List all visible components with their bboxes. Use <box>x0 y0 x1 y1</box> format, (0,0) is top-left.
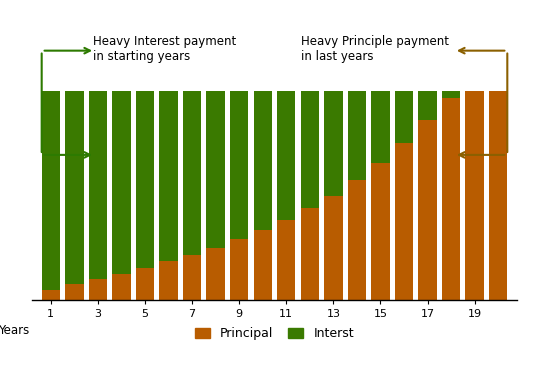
Bar <box>136 91 154 268</box>
Bar <box>254 91 272 230</box>
Text: Heavy Principle payment
in last years: Heavy Principle payment in last years <box>301 35 449 63</box>
Bar <box>183 255 201 300</box>
Bar <box>183 91 201 255</box>
Bar <box>42 91 60 290</box>
Bar <box>301 208 319 300</box>
Bar <box>159 91 177 261</box>
Bar <box>88 279 107 300</box>
Bar <box>159 261 177 300</box>
Bar <box>206 91 225 248</box>
Bar <box>442 91 461 98</box>
Bar <box>301 91 319 208</box>
Bar <box>254 230 272 300</box>
Bar <box>277 220 295 300</box>
Bar <box>418 120 437 300</box>
Bar <box>395 91 413 143</box>
Bar <box>348 180 366 300</box>
Bar <box>112 274 131 300</box>
Bar <box>418 91 437 120</box>
Legend: Principal, Interst: Principal, Interst <box>190 322 359 346</box>
Bar <box>324 195 343 300</box>
Bar <box>230 239 248 300</box>
Bar <box>372 91 390 163</box>
Bar <box>372 163 390 300</box>
Text: Years: Years <box>0 324 29 337</box>
Bar <box>206 248 225 300</box>
Text: Heavy Interest payment
in starting years: Heavy Interest payment in starting years <box>93 35 237 63</box>
Bar <box>88 91 107 279</box>
Bar <box>395 143 413 300</box>
Bar <box>112 91 131 274</box>
Bar <box>442 98 461 300</box>
Bar <box>324 91 343 195</box>
Bar <box>230 91 248 239</box>
Bar <box>65 284 84 300</box>
Bar <box>348 91 366 180</box>
Bar <box>65 91 84 284</box>
Bar <box>465 91 484 300</box>
Bar <box>42 290 60 300</box>
Bar <box>489 91 507 300</box>
Bar <box>136 268 154 300</box>
Bar <box>277 91 295 220</box>
